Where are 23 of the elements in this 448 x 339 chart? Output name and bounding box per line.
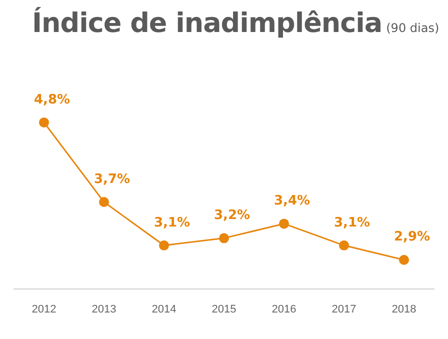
x-tick-label: 2012 <box>32 303 56 316</box>
point <box>339 240 349 250</box>
data-label: 3,7% <box>94 172 130 187</box>
x-tick-label: 2014 <box>152 303 176 316</box>
x-tick-label: 2016 <box>272 303 296 316</box>
x-tick-label: 2013 <box>92 303 116 316</box>
point <box>99 197 109 208</box>
data-label: 3,2% <box>214 208 250 224</box>
x-tick-label: 2017 <box>332 303 356 316</box>
data-label: 3,1% <box>154 215 190 230</box>
point <box>399 254 409 265</box>
data-label: 4,8% <box>34 92 70 108</box>
point <box>39 117 49 128</box>
point <box>159 240 169 250</box>
chart-subtitle: (90 dias) <box>386 21 440 35</box>
chart-title: Índice de inadimplência <box>32 8 382 39</box>
data-label: 3,1% <box>334 215 370 230</box>
point <box>279 218 289 229</box>
data-label: 2,9% <box>394 230 430 245</box>
point <box>219 233 229 244</box>
x-tick-label: 2015 <box>212 303 236 316</box>
x-tick-label: 2018 <box>392 303 416 316</box>
data-label: 3,4% <box>274 194 310 209</box>
